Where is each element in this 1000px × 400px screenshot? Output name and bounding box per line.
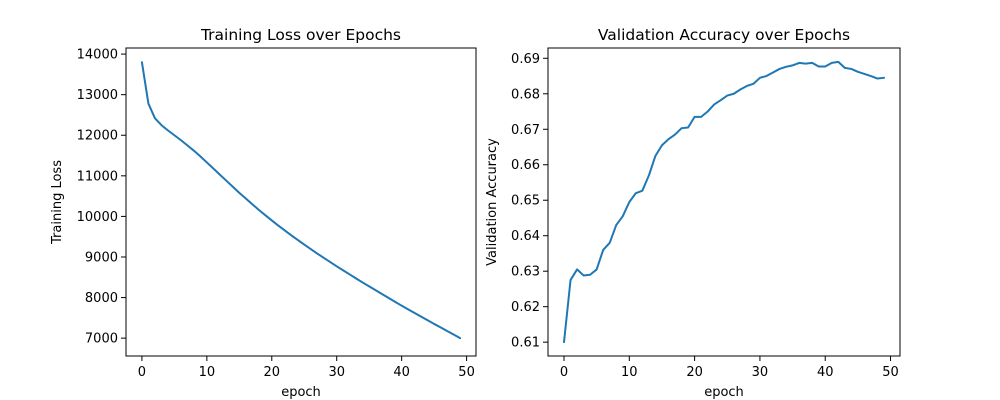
x-tick-label: 30	[752, 365, 769, 380]
y-tick-label: 0.68	[511, 87, 540, 102]
y-tick-label: 0.65	[511, 194, 540, 209]
x-tick-label: 20	[686, 365, 703, 380]
x-tick-label: 40	[393, 365, 410, 380]
y-tick-label: 13000	[77, 88, 118, 103]
x-axis-ticks: 0 10 20 30 40 50	[560, 356, 899, 380]
plot-area	[563, 60, 885, 344]
y-axis-ticks: 0.61 0.62 0.63 0.64 0.65 0.66 0.67 0.68 0.69	[511, 52, 548, 351]
y-tick-label: 7000	[85, 332, 118, 347]
y-tick-label: 8000	[85, 291, 118, 306]
x-tick-label: 50	[882, 365, 899, 380]
chart-title: Validation Accuracy over Epochs	[598, 26, 850, 44]
y-tick-label: 14000	[77, 48, 118, 63]
axes-frame	[547, 47, 901, 357]
training-loss-panel: Training Loss over Epochs 0 10 20 30 40 50 70…	[50, 26, 477, 400]
x-tick-label: 40	[817, 365, 834, 380]
x-tick-label: 10	[199, 365, 216, 380]
y-tick-label: 0.62	[511, 300, 540, 315]
y-tick-label: 0.61	[511, 336, 540, 351]
y-tick-label: 0.63	[511, 265, 540, 280]
y-axis-label: Training Loss	[50, 160, 65, 245]
x-tick-label: 10	[621, 365, 638, 380]
axes-frame	[125, 47, 477, 357]
validation-accuracy-panel: Validation Accuracy over Epochs 0 10 20 30 4…	[485, 26, 901, 400]
y-axis-label: Validation Accuracy	[485, 138, 500, 266]
x-axis-label: epoch	[281, 385, 321, 400]
y-tick-label: 12000	[77, 129, 118, 144]
x-tick-label: 30	[328, 365, 345, 380]
y-tick-label: 0.67	[511, 123, 540, 138]
y-tick-label: 9000	[85, 250, 118, 265]
x-tick-label: 50	[458, 365, 475, 380]
y-tick-label: 11000	[77, 169, 118, 184]
y-tick-label: 0.66	[511, 158, 540, 173]
x-tick-label: 20	[264, 365, 281, 380]
x-axis-label: epoch	[704, 385, 744, 400]
x-tick-label: 0	[138, 365, 146, 380]
y-tick-label: 0.69	[511, 52, 540, 67]
series-line-0	[140, 61, 462, 340]
y-axis-ticks: 7000 8000 9000 10000 11000 12000 13000 14000	[77, 48, 126, 347]
plot-area	[140, 61, 462, 340]
x-axis-ticks: 0 10 20 30 40 50	[138, 356, 475, 380]
x-tick-label: 0	[560, 365, 568, 380]
y-tick-label: 10000	[77, 210, 118, 225]
y-tick-label: 0.64	[511, 229, 540, 244]
chart-title: Training Loss over Epochs	[200, 26, 401, 44]
series-line-0	[563, 60, 885, 344]
